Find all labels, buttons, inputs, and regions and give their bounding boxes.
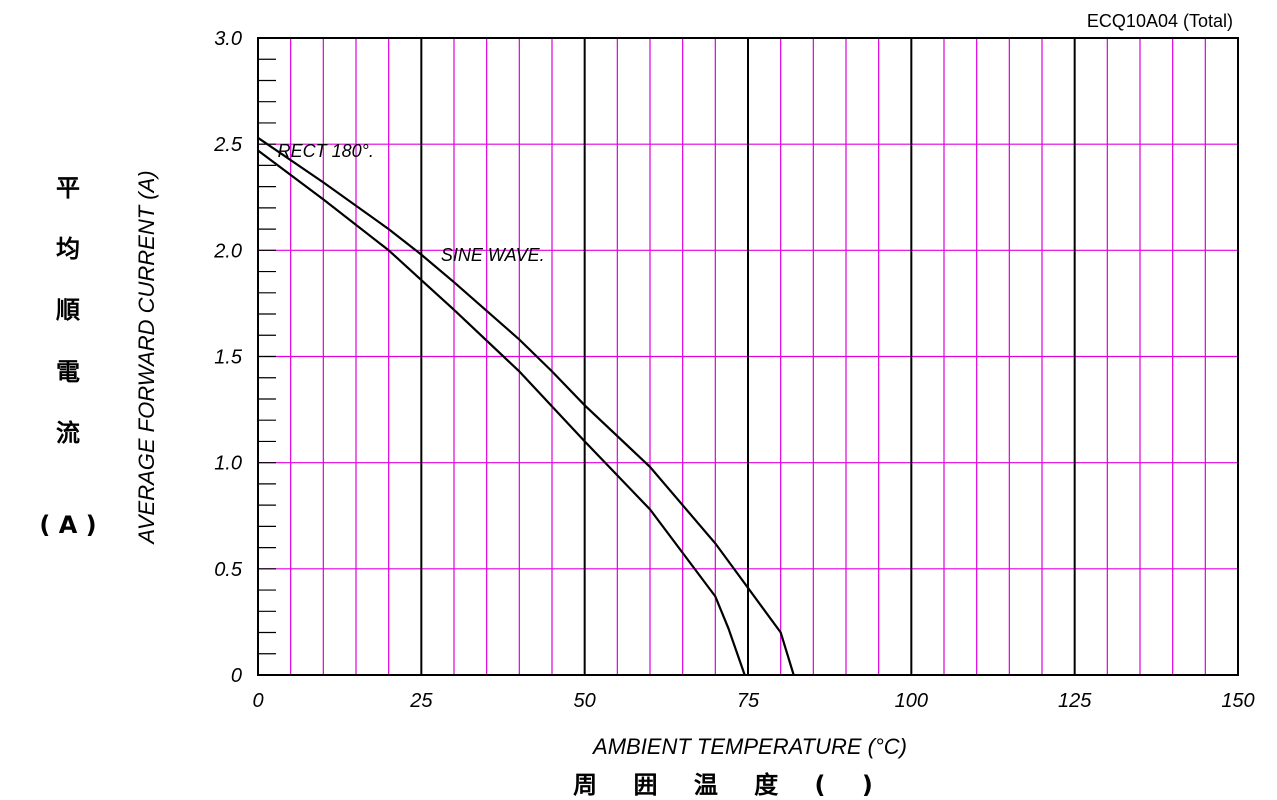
y-tick-label: 2.0 — [213, 240, 242, 262]
y-tick-label: 2.5 — [213, 134, 243, 156]
y-cjk-char: 流 — [56, 419, 80, 447]
plot-frame — [257, 37, 1239, 676]
x-axis-label: AMBIENT TEMPERATURE (°C) — [591, 734, 907, 759]
y-minor-ticks — [258, 58, 276, 655]
x-tick-labels: 0 25 50 75 100 125 150 — [252, 690, 1254, 712]
x-tick-label: 75 — [737, 690, 760, 712]
y-tick-label: 1.0 — [214, 453, 242, 475]
y-tick-label: 3.0 — [214, 28, 242, 50]
y-cjk-char: 均 — [56, 235, 80, 263]
y-tick-label: 0 — [231, 665, 242, 687]
x-tick-label: 100 — [895, 690, 928, 712]
y-tick-label: 1.5 — [214, 347, 243, 369]
y-tick-labels: 0 0.5 1.0 1.5 2.0 2.5 3.0 — [213, 28, 243, 687]
x-tick-label: 125 — [1058, 690, 1092, 712]
y-cjk-char: ( A ) — [39, 511, 96, 539]
x-tick-label: 25 — [409, 690, 433, 712]
annotation-0: RECT 180°. — [278, 141, 374, 161]
y-tick-label: 0.5 — [214, 559, 243, 581]
series-layer — [257, 136, 795, 676]
x-tick-label: 50 — [574, 690, 596, 712]
major-grid — [420, 38, 1076, 675]
x-axis-label-cjk: 周 囲 温 度 ( ) — [573, 771, 887, 799]
annotations: RECT 180°. SINE WAVE. — [278, 141, 545, 265]
y-cjk-char: 平 — [56, 174, 80, 202]
y-axis-label: AVERAGE FORWARD CURRENT (A) — [134, 170, 159, 545]
annotation-1: SINE WAVE. — [441, 245, 545, 265]
x-tick-label: 0 — [252, 690, 263, 712]
x-tick-label: 150 — [1221, 690, 1254, 712]
series-line-0 — [257, 136, 795, 676]
chart-title: ECQ10A04 (Total) — [1087, 11, 1233, 31]
y-cjk-char: 順 — [56, 296, 81, 324]
y-cjk-char: 電 — [56, 358, 80, 386]
series-line-1 — [257, 149, 746, 676]
